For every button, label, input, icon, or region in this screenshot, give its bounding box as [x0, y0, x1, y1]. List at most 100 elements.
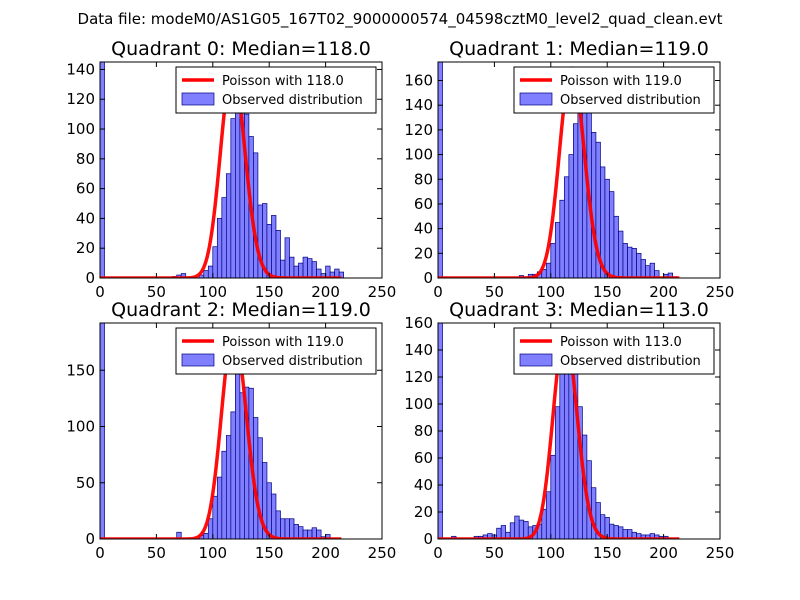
histogram-bar	[500, 525, 507, 539]
quadrant-2-panel: 0 50 100 150 200 250 0 50 100 150 Quadrant 2: Medi…	[66, 299, 396, 562]
y-tick-label: 60	[414, 449, 433, 467]
histogram-bar	[221, 450, 227, 539]
histogram-bar	[311, 261, 317, 278]
y-tick-label: 80	[414, 170, 433, 188]
x-tick-label: 150	[593, 283, 622, 301]
histogram-bar	[284, 518, 290, 539]
legend: Poisson with 119.0 Observed distribution	[513, 66, 715, 114]
y-tick-label: 20	[414, 503, 433, 521]
histogram-bar	[225, 435, 232, 539]
panel-title: Quadrant 0: Median=118.0	[111, 38, 371, 60]
y-tick-label: 160	[404, 72, 433, 90]
y-tick-label: 40	[414, 220, 433, 238]
y-tick-label: 0	[423, 269, 433, 287]
legend-line-label: Poisson with 119.0	[560, 74, 682, 89]
histogram-bar	[216, 476, 223, 539]
axes-frame	[99, 322, 383, 540]
x-tick-label: 50	[147, 544, 166, 562]
panel-title: Quadrant 1: Median=119.0	[449, 38, 709, 60]
x-tick-label: 100	[536, 544, 565, 562]
histogram-bar	[298, 526, 304, 539]
y-tick-label: 40	[76, 209, 95, 227]
y-tick-label: 100	[66, 120, 95, 138]
histogram-bar	[207, 265, 214, 278]
histogram-bar	[100, 62, 105, 278]
x-tick-label: 200	[311, 283, 340, 301]
histogram-bar	[203, 533, 209, 539]
y-tick-label: 20	[414, 244, 433, 262]
histogram-bar	[271, 215, 277, 278]
x-tick-label: 100	[198, 283, 227, 301]
histogram-bar	[289, 518, 295, 539]
quadrant-3-panel: 0 50 100 150 200 250 0 20 40 60 80 100 120 140 160 Quad…	[404, 299, 734, 562]
histogram-bar	[239, 392, 245, 539]
histogram-bar	[266, 224, 272, 278]
x-tick-label: 50	[485, 283, 504, 301]
x-tick-label: 150	[593, 544, 622, 562]
x-tick-label: 100	[198, 544, 227, 562]
legend-bar-label: Observed distribution	[560, 354, 701, 369]
histogram-bar	[289, 256, 295, 278]
legend-line-label: Poisson with 113.0	[560, 335, 682, 350]
histogram-bar	[559, 199, 565, 278]
x-tick-label: 0	[95, 283, 105, 301]
y-tick-label: 20	[76, 239, 95, 257]
y-tick-label: 100	[404, 146, 433, 164]
legend-bar-swatch	[519, 353, 553, 367]
axes-frame	[437, 61, 721, 279]
x-tick-label: 250	[706, 544, 735, 562]
x-tick-label: 250	[706, 283, 735, 301]
y-tick-label: 150	[66, 361, 95, 379]
x-tick-label: 50	[147, 283, 166, 301]
histogram-bar	[613, 215, 619, 278]
histogram-bar	[338, 271, 344, 278]
legend: Poisson with 118.0 Observed distribution	[175, 66, 377, 114]
y-tick-label: 120	[404, 368, 433, 386]
quadrant-1-panel: 0 50 100 150 200 250 0 20 40 60 80 100 120 140 160 Quad…	[404, 38, 734, 301]
histogram-bar	[280, 518, 286, 539]
histogram-bar	[221, 197, 227, 278]
histogram-bar	[554, 222, 561, 278]
legend-line-label: Poisson with 119.0	[222, 335, 344, 350]
x-tick-label: 0	[95, 544, 105, 562]
y-tick-label: 120	[66, 90, 95, 108]
legend-line-label: Poisson with 118.0	[222, 74, 344, 89]
histogram-bar	[100, 323, 105, 539]
histogram-bar	[550, 243, 556, 278]
histogram-bar	[180, 273, 187, 278]
histogram-bar	[550, 454, 556, 539]
histogram-bar	[518, 519, 525, 539]
histogram-bar	[667, 272, 673, 278]
legend: Poisson with 119.0 Observed distribution	[175, 327, 377, 375]
histogram-bar	[545, 262, 552, 278]
histogram-bar	[640, 259, 646, 278]
x-tick-label: 250	[368, 544, 397, 562]
histogram-bar	[631, 248, 637, 278]
y-tick-label: 80	[76, 150, 95, 168]
histogram-bar	[271, 493, 277, 539]
histogram-bar	[203, 270, 209, 278]
y-tick-label: 100	[66, 418, 95, 436]
histogram-bar	[545, 491, 552, 539]
histogram-bar	[563, 176, 570, 278]
histogram-bars	[100, 323, 331, 539]
histogram-bar	[235, 364, 241, 539]
histogram-bar	[618, 526, 624, 539]
histogram-bar	[225, 173, 232, 278]
x-tick-label: 200	[649, 283, 678, 301]
legend-bar-swatch	[181, 92, 215, 106]
histogram-bar	[307, 258, 313, 278]
axes-frame	[99, 61, 383, 279]
y-tick-label: 140	[404, 96, 433, 114]
histogram-bar	[212, 246, 218, 278]
x-tick-label: 0	[433, 544, 443, 562]
y-tick-label: 140	[404, 341, 433, 359]
histogram-bar	[645, 265, 651, 278]
histogram-bar	[573, 123, 579, 278]
histogram-bar	[609, 191, 615, 278]
histogram-bar	[275, 229, 281, 278]
histogram-bar	[559, 349, 565, 539]
poisson-curve	[100, 329, 343, 539]
histogram-bar	[636, 252, 642, 278]
y-tick-label: 0	[85, 269, 95, 287]
